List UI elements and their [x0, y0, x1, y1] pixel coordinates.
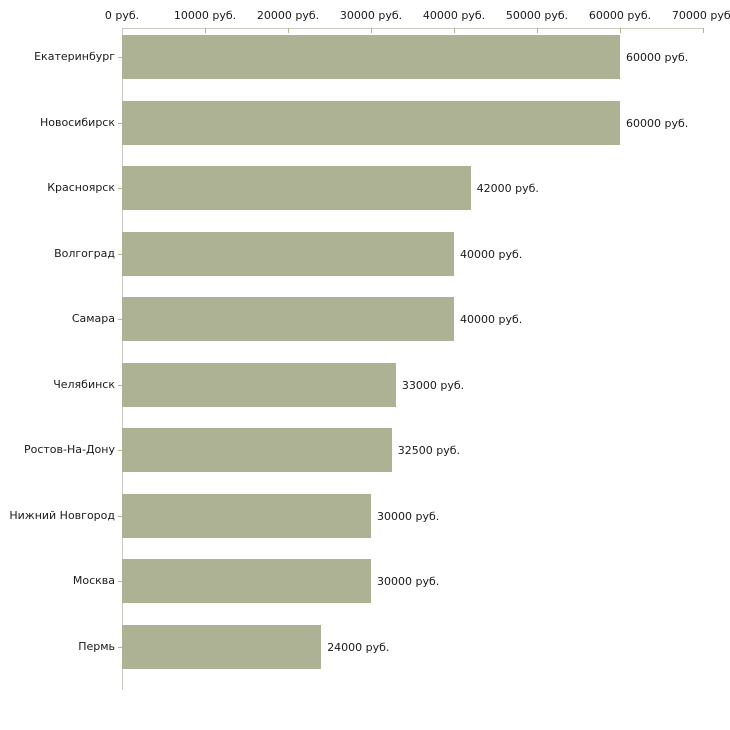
category-label: Екатеринбург: [34, 50, 115, 63]
x-axis-tick-label: 60000 руб.: [588, 9, 652, 22]
x-axis-tick-label: 50000 руб.: [505, 9, 569, 22]
bar-value-label: 40000 руб.: [460, 247, 523, 261]
x-axis-tick: [453, 28, 455, 33]
y-axis-tick: [118, 515, 122, 517]
x-axis-tick-label: 20000 руб.: [256, 9, 320, 22]
bar[interactable]: [122, 428, 392, 472]
bar-value-label: 24000 руб.: [327, 640, 390, 654]
x-axis-tick-label: 0 руб.: [104, 9, 140, 22]
bar-value-label: 32500 руб.: [397, 444, 461, 457]
category-label: Челябинск: [53, 377, 115, 391]
bar[interactable]: [122, 297, 454, 341]
y-axis-tick: [118, 122, 122, 124]
y-axis-tick: [118, 319, 122, 320]
category-label: Новосибирск: [39, 115, 115, 129]
bar[interactable]: [122, 100, 620, 145]
category-label: Нижний Новгород: [9, 508, 115, 522]
bar[interactable]: [122, 559, 371, 603]
category-label: Ростов-На-Дону: [23, 443, 115, 456]
bar[interactable]: [122, 624, 322, 669]
x-axis-tick: [536, 28, 538, 33]
bar-value-label: 60000 руб.: [626, 116, 689, 130]
y-axis-tick: [118, 581, 122, 582]
bar[interactable]: [122, 166, 471, 210]
x-axis-tick: [287, 28, 289, 33]
x-axis-line: [122, 28, 703, 29]
bar-value-label: 60000 руб.: [626, 51, 689, 64]
bar[interactable]: [122, 231, 454, 276]
x-axis-tick: [370, 28, 372, 33]
bar-value-label: 33000 руб.: [401, 378, 465, 392]
x-axis-tick: [204, 28, 206, 33]
bar[interactable]: [122, 493, 371, 538]
bar-value-label: 40000 руб.: [460, 313, 523, 326]
y-axis-tick: [118, 188, 122, 189]
category-label: Самара: [71, 312, 115, 325]
x-axis-tick-label: 70000 руб.: [671, 9, 730, 22]
category-label: Москва: [72, 574, 115, 587]
y-axis-tick: [118, 253, 122, 255]
y-axis-line: [122, 28, 123, 690]
y-axis-tick: [118, 646, 122, 648]
x-axis-tick-label: 30000 руб.: [339, 9, 403, 22]
bar[interactable]: [122, 362, 396, 407]
category-label: Красноярск: [47, 181, 115, 194]
category-label: Пермь: [78, 639, 115, 653]
x-axis-tick: [619, 28, 621, 33]
bar[interactable]: [122, 35, 620, 79]
category-label: Волгоград: [54, 246, 115, 260]
bar-value-label: 30000 руб.: [377, 509, 440, 523]
bar-value-label: 30000 руб.: [377, 575, 440, 588]
x-axis-tick: [702, 28, 704, 33]
y-axis-tick: [118, 384, 122, 386]
bar-value-label: 42000 руб.: [476, 182, 539, 195]
y-axis-tick: [118, 450, 122, 451]
x-axis-tick-label: 40000 руб.: [422, 9, 486, 22]
x-axis-tick-label: 10000 руб.: [173, 9, 237, 22]
y-axis-tick: [118, 57, 122, 58]
